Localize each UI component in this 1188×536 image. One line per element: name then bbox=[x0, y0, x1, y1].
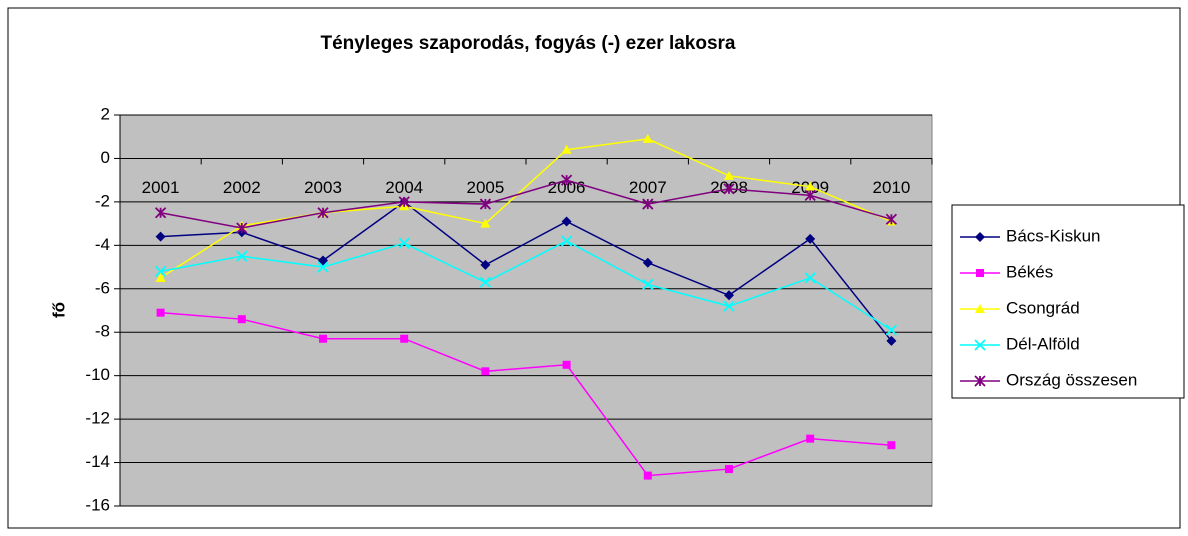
series-line bbox=[160, 138, 892, 279]
marker bbox=[481, 367, 490, 376]
marker bbox=[561, 216, 572, 227]
marker bbox=[398, 237, 410, 249]
marker bbox=[806, 434, 815, 443]
legend-label: Csongrád bbox=[1006, 298, 1080, 317]
legend-label: Dél-Alföld bbox=[1006, 334, 1080, 353]
marker bbox=[887, 441, 896, 450]
chart-title: Tényleges szaporodás, fogyás (-) ezer la… bbox=[321, 33, 736, 54]
marker bbox=[154, 207, 167, 219]
marker bbox=[724, 290, 734, 301]
marker bbox=[804, 189, 816, 202]
marker bbox=[562, 360, 571, 369]
marker bbox=[974, 339, 986, 351]
marker bbox=[804, 272, 816, 284]
plot-area bbox=[119, 114, 933, 507]
marker bbox=[479, 198, 492, 210]
x-tick-label: 2005 bbox=[466, 178, 504, 197]
marker bbox=[400, 334, 409, 343]
marker bbox=[886, 335, 897, 346]
legend-label: Ország összesen bbox=[1006, 370, 1137, 389]
marker bbox=[155, 272, 166, 282]
marker bbox=[976, 269, 984, 277]
marker bbox=[155, 231, 166, 242]
marker bbox=[236, 222, 248, 234]
legend-label: Bács-Kiskun bbox=[1006, 226, 1100, 245]
marker bbox=[975, 304, 985, 313]
series-line bbox=[160, 200, 892, 342]
marker bbox=[974, 375, 986, 387]
series-line bbox=[160, 311, 892, 477]
marker bbox=[154, 265, 167, 278]
y-tick-label: -2 bbox=[95, 191, 110, 210]
legend-label: Békés bbox=[1006, 262, 1053, 281]
marker bbox=[156, 308, 165, 317]
marker bbox=[560, 174, 573, 186]
marker bbox=[480, 218, 491, 228]
series-line bbox=[160, 179, 892, 229]
marker bbox=[885, 324, 898, 336]
marker bbox=[642, 257, 653, 268]
x-tick-label: 2003 bbox=[304, 178, 342, 197]
marker bbox=[561, 144, 572, 154]
marker bbox=[723, 300, 735, 312]
x-tick-label: 2007 bbox=[629, 178, 667, 197]
marker bbox=[318, 255, 328, 266]
marker bbox=[805, 181, 816, 191]
marker bbox=[642, 133, 653, 143]
x-tick-label: 2001 bbox=[142, 178, 180, 197]
y-tick-label: -12 bbox=[85, 409, 110, 428]
x-tick-label: 2010 bbox=[872, 178, 910, 197]
marker bbox=[642, 198, 654, 210]
y-axis-label: fő bbox=[49, 302, 68, 318]
series-line bbox=[160, 240, 892, 331]
y-tick-label: -14 bbox=[85, 452, 110, 471]
marker bbox=[398, 196, 410, 208]
y-tick-label: 2 bbox=[101, 104, 110, 123]
marker bbox=[560, 235, 573, 247]
marker bbox=[642, 278, 654, 291]
marker bbox=[319, 334, 327, 343]
marker bbox=[723, 183, 735, 195]
x-tick-label: 2004 bbox=[385, 178, 423, 197]
marker bbox=[237, 315, 246, 324]
marker bbox=[317, 261, 329, 273]
marker bbox=[724, 170, 734, 180]
marker bbox=[643, 471, 652, 480]
y-tick-label: -4 bbox=[95, 235, 110, 254]
y-tick-label: -16 bbox=[85, 495, 110, 514]
y-tick-label: -8 bbox=[95, 322, 110, 341]
y-tick-label: -10 bbox=[85, 365, 110, 384]
marker bbox=[236, 250, 248, 262]
y-tick-label: -6 bbox=[95, 278, 110, 297]
marker bbox=[885, 213, 898, 225]
marker bbox=[317, 207, 329, 219]
marker bbox=[805, 233, 816, 244]
marker bbox=[975, 232, 985, 242]
marker bbox=[479, 276, 492, 288]
marker bbox=[725, 465, 733, 474]
marker bbox=[480, 259, 491, 270]
x-tick-label: 2002 bbox=[223, 178, 261, 197]
y-tick-label: 0 bbox=[101, 148, 110, 167]
